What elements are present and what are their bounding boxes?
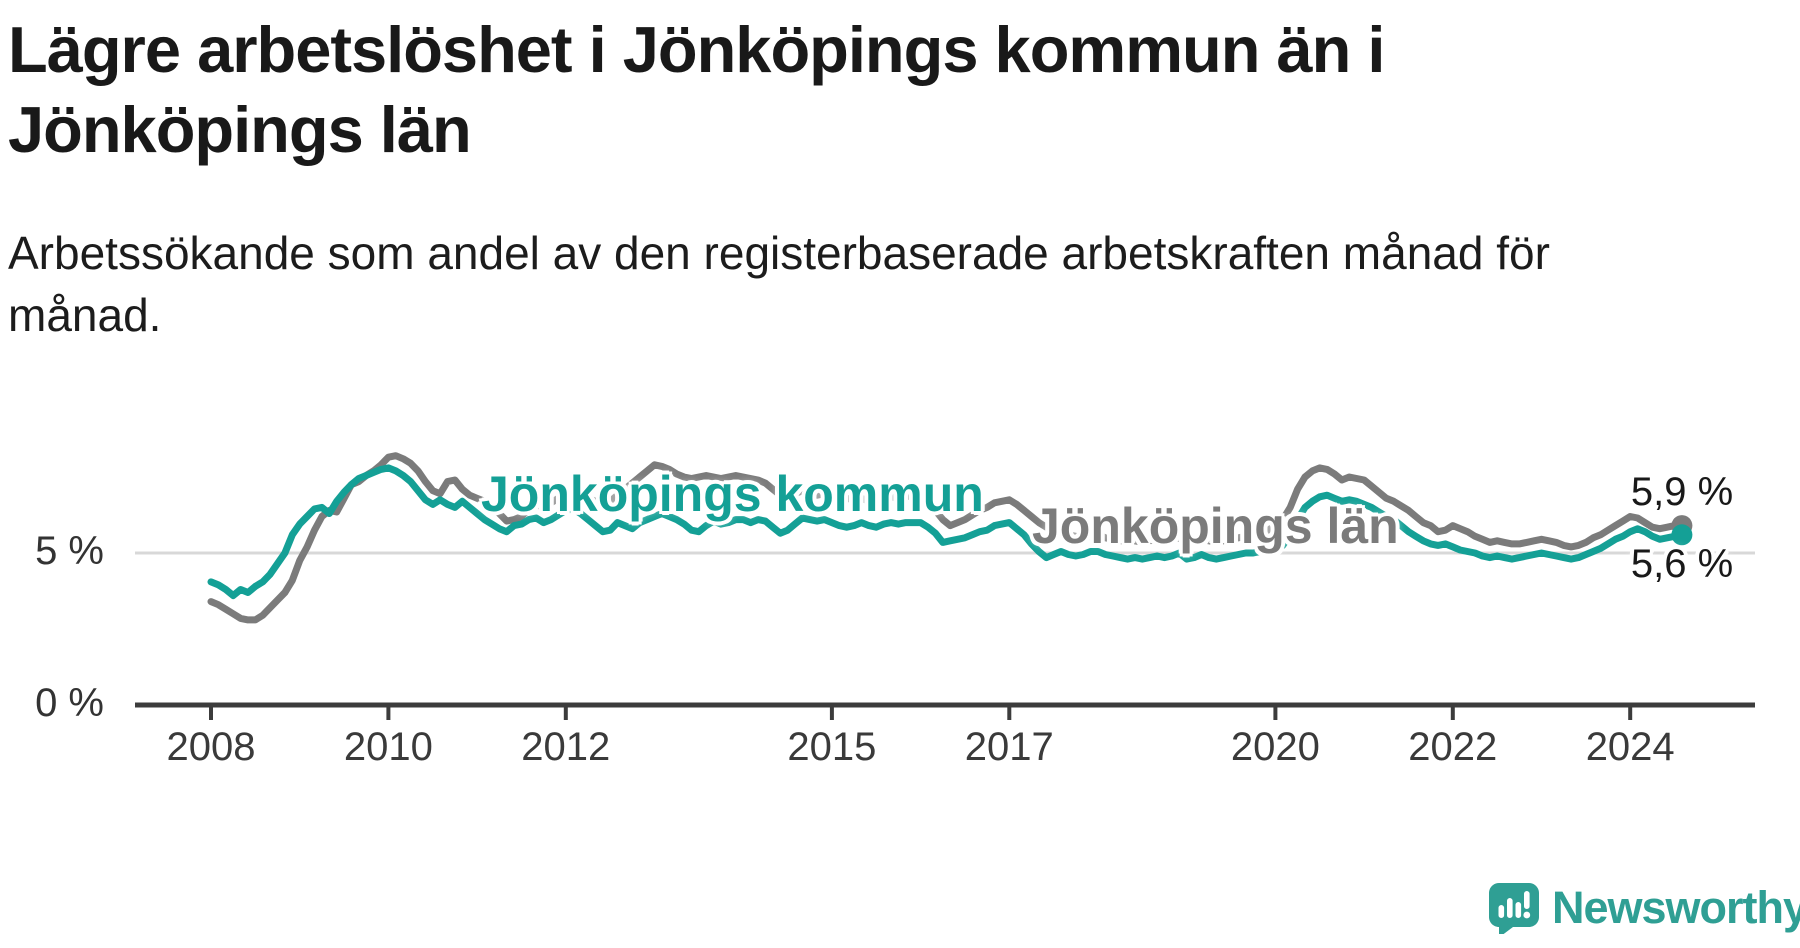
- series-line-1: [207, 464, 1686, 600]
- newsworthy-wordmark: Newsworthy: [1552, 882, 1800, 933]
- x-tick-label-2012: 2012: [521, 725, 611, 769]
- y-tick-label-0: 0 %: [35, 681, 104, 725]
- series-endpoint-dots: [1671, 515, 1693, 546]
- series-line-0: [207, 452, 1686, 624]
- x-tick-label-2020: 2020: [1230, 725, 1320, 769]
- series-label-jonkopings-kommun: Jönköpings kommun: [481, 466, 984, 522]
- chart-title: Lägre arbetslöshet i Jönköpings kommun ä…: [8, 13, 1385, 166]
- endpoint-dot-1: [1671, 524, 1693, 546]
- x-tick-label-2008: 2008: [166, 725, 256, 769]
- y-tick-label-5: 5 %: [35, 529, 104, 573]
- x-tick-label-2017: 2017: [964, 725, 1054, 769]
- x-tick-label-2024: 2024: [1585, 725, 1675, 769]
- x-tick-label-2010: 2010: [343, 725, 433, 769]
- x-tick-label-2015: 2015: [787, 725, 877, 769]
- series-lines: [207, 452, 1686, 624]
- end-value-label-jonkopings-lan: 5,9 %: [1630, 470, 1734, 514]
- end-value-label-jonkopings-kommun: 5,6 %: [1630, 542, 1734, 586]
- series-label-jonkopings-lan: Jönköpings län: [1032, 498, 1399, 554]
- chart-subtitle: Arbetssökande som andel av den registerb…: [8, 227, 1550, 341]
- x-axis-ticks: [209, 707, 1633, 720]
- newsworthy-logo: Newsworthy: [1488, 880, 1800, 936]
- x-tick-label-2022: 2022: [1408, 725, 1498, 769]
- newsworthy-icon: [1489, 883, 1539, 934]
